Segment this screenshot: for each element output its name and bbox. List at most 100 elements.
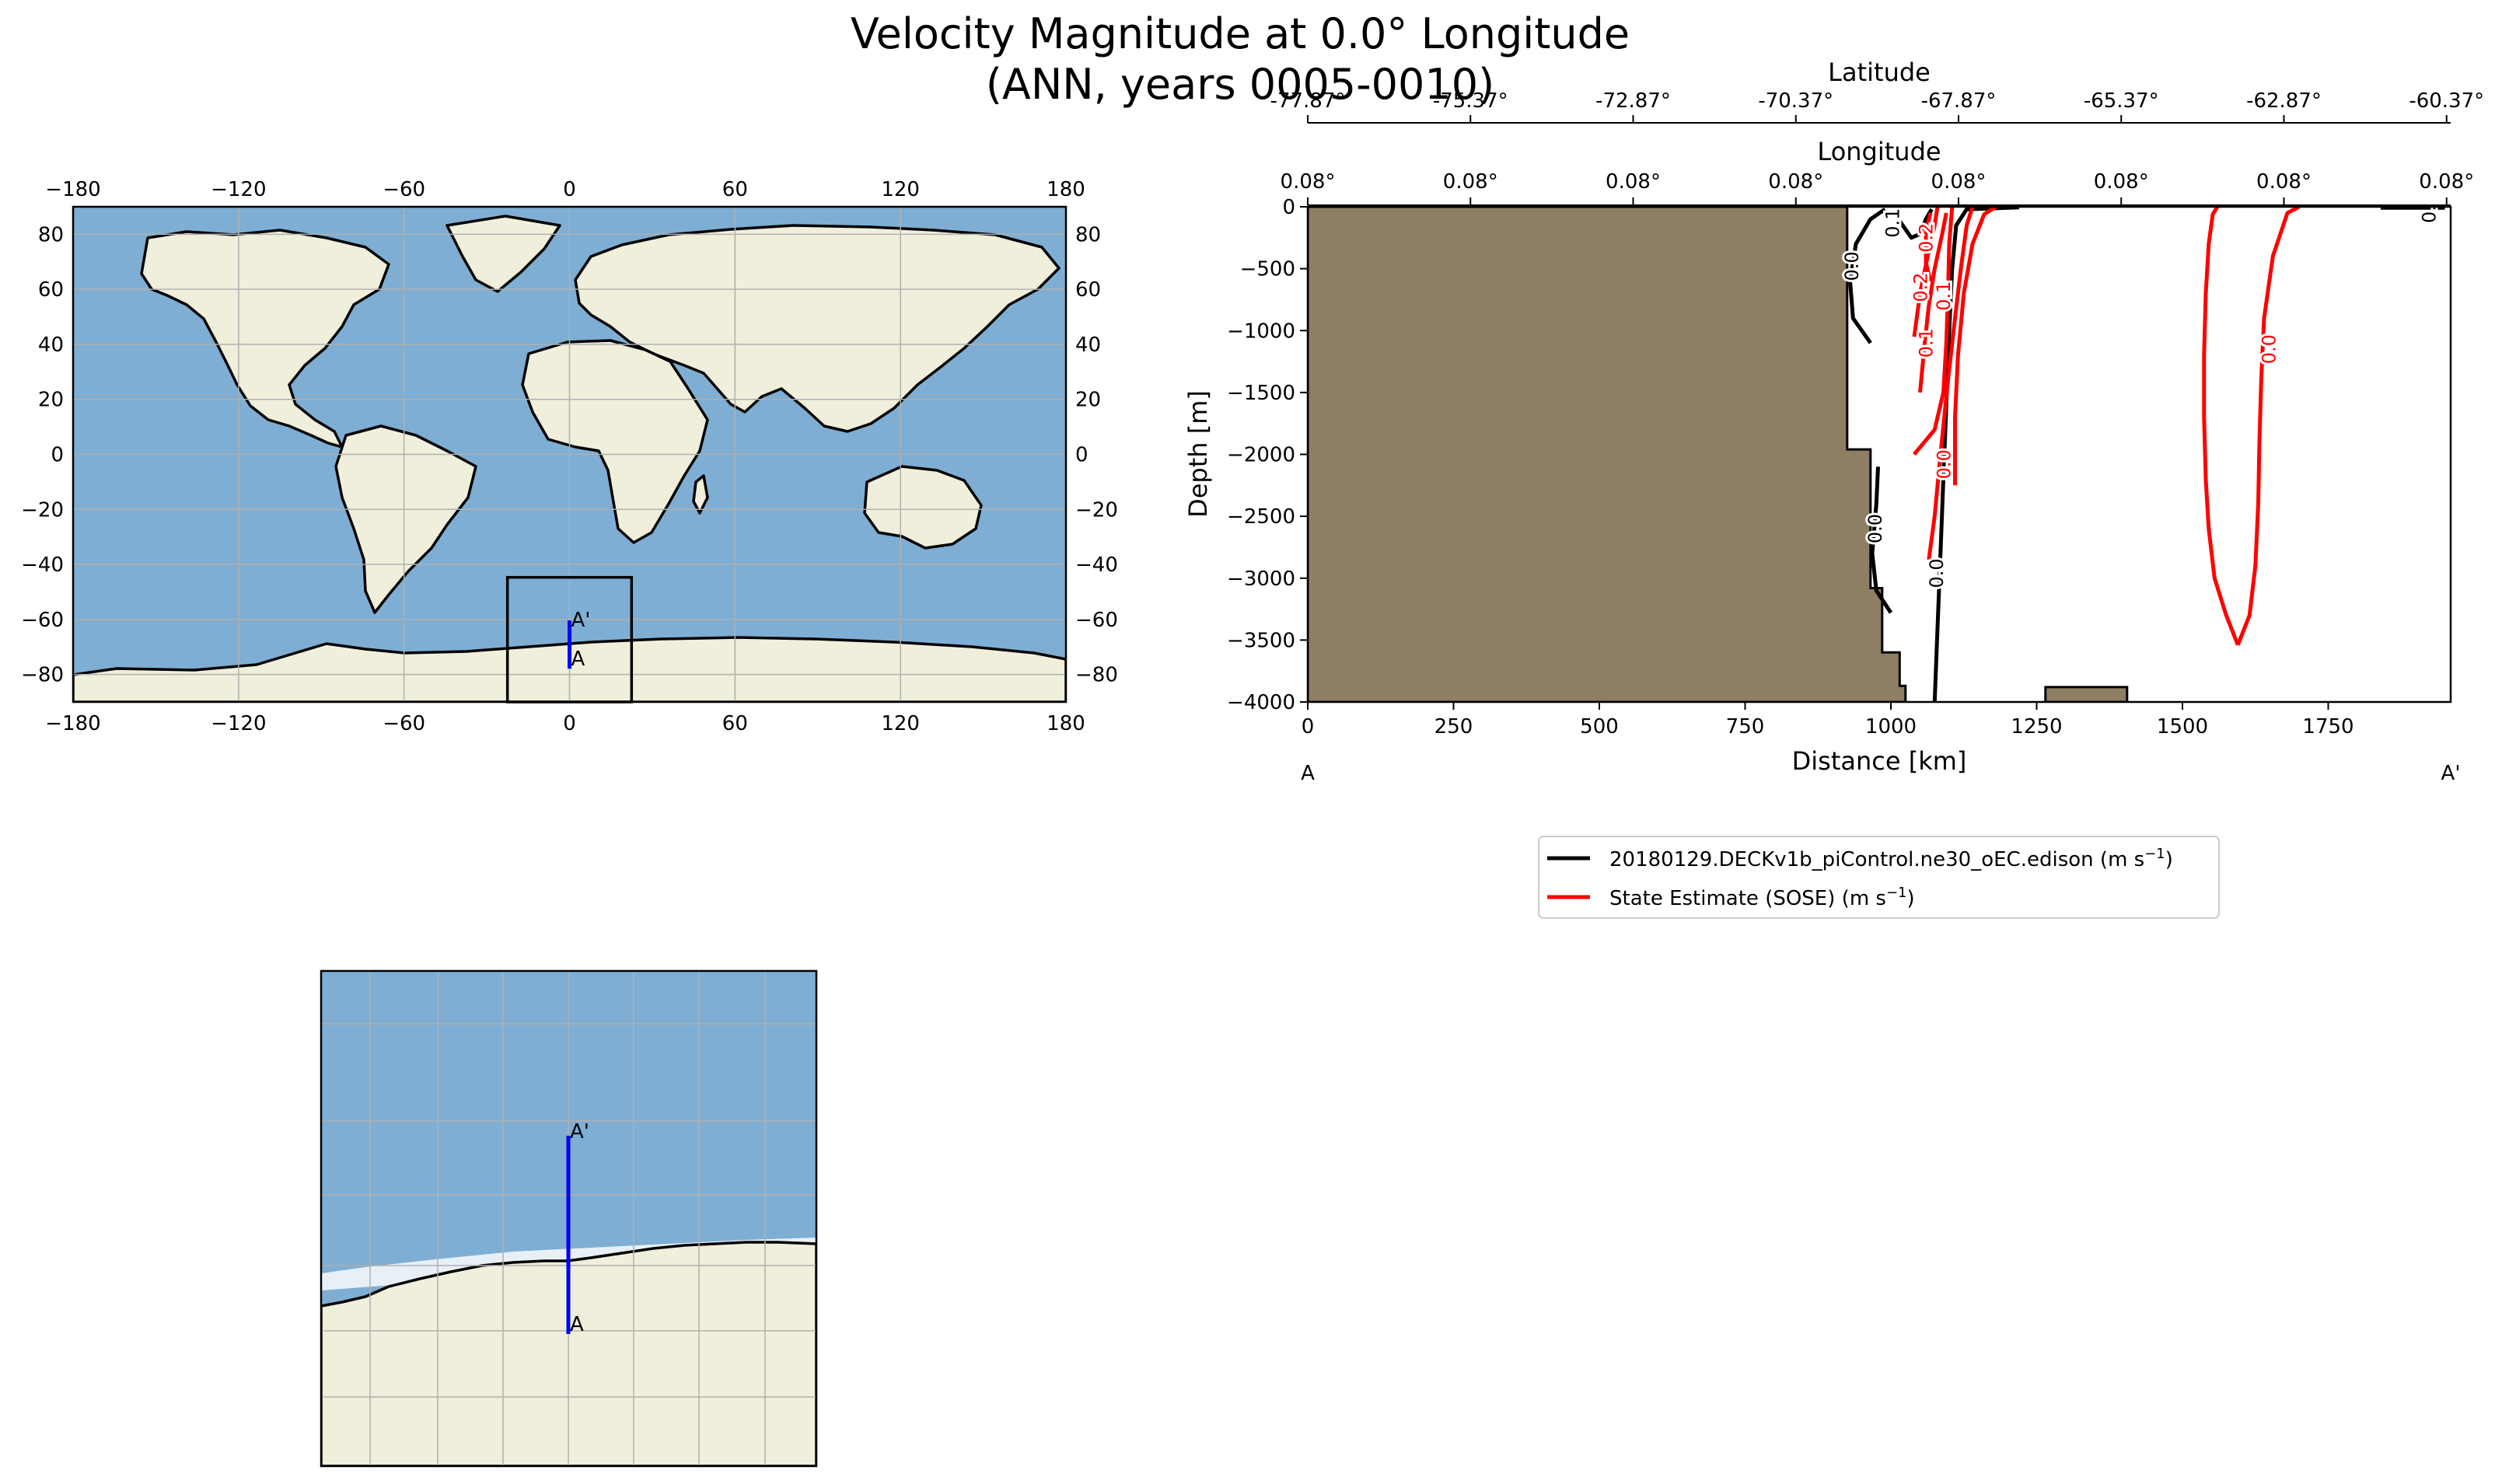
x-tick-label: 1750 <box>2302 715 2353 739</box>
legend-model-units: m s <box>2108 848 2144 871</box>
contour-label-s1-0: 0.0 <box>2259 334 2280 364</box>
contour-label-s0-1: 0.0 <box>1864 514 1886 543</box>
world-lon-tick-bottom: −180 <box>45 712 100 735</box>
world-map-gridlines <box>73 207 1066 702</box>
world-lon-tick-top: 180 <box>1047 178 1085 201</box>
world-lon-tick-top: 120 <box>881 178 920 201</box>
contour-label-s0-0: 0.0 <box>1841 251 1863 281</box>
world-lat-tick-left: −60 <box>21 609 64 632</box>
continent-africa <box>521 339 709 544</box>
contour-s0-3 <box>1870 466 1893 614</box>
world-lat-tick-right: −20 <box>1075 498 1118 522</box>
longitude-tick-label: 0.08° <box>1606 170 1661 194</box>
y-tick-label: −500 <box>1240 258 1295 281</box>
world-lat-tick-right: 20 <box>1075 389 1101 412</box>
figure-title-line2: (ANN, years 0005-0010) <box>986 60 1494 109</box>
section-label-start: A <box>1301 762 1315 785</box>
world-lat-tick-right: −80 <box>1075 664 1118 687</box>
latitude-tick-label: -77.87° <box>1270 89 1346 113</box>
continent-australia <box>863 465 983 550</box>
seamount-fill <box>2044 686 2129 702</box>
contour-s1-1 <box>2202 207 2240 646</box>
x-tick-label: 500 <box>1580 715 1619 739</box>
zoom-map: A' A <box>320 969 818 1468</box>
continent-north-america <box>140 229 390 449</box>
contour-s0-2 <box>1895 208 1934 240</box>
world-lat-tick-left: 40 <box>38 333 64 357</box>
legend-obs-exp: −1 <box>1886 885 1907 901</box>
continent-south-america <box>334 424 477 614</box>
world-lon-tick-top: 0 <box>563 178 576 201</box>
legend-obs-name: State Estimate (SOSE) <box>1609 887 1835 910</box>
world-lat-tick-left: −40 <box>21 553 64 577</box>
section-label-end: A' <box>2441 762 2461 785</box>
contour-s1-0 <box>2235 207 2301 646</box>
world-map-land <box>73 215 1066 702</box>
world-lon-tick-bottom: −120 <box>211 712 266 735</box>
x-tick-label: 1250 <box>2011 715 2062 739</box>
world-lon-tick-bottom: 120 <box>881 712 920 735</box>
longitude-tick-label: 0.08° <box>2419 170 2474 194</box>
latitude-tick-label: -62.87° <box>2246 89 2322 113</box>
longitude-tick-label: 0.08° <box>2256 170 2312 194</box>
y-tick-label: 0 <box>1282 196 1295 219</box>
contour-s1-7 <box>1924 212 1933 282</box>
world-lat-tick-left: 20 <box>38 389 64 412</box>
y-tick-label: −2000 <box>1227 444 1295 467</box>
latitude-tick-label: -72.87° <box>1595 89 1671 113</box>
x-tick-label: 1000 <box>1865 715 1917 739</box>
contour-label-s1-3: 0.1 <box>1933 281 1955 311</box>
legend-model-name: 20180129.DECKv1b_piControl.ne30_oEC.edis… <box>1609 848 2094 871</box>
longitude-tick-label: 0.08° <box>1931 170 1987 194</box>
legend: 20180129.DECKv1b_piControl.ne30_oEC.edis… <box>1538 836 2220 919</box>
longitude-axis-label: Longitude <box>1817 137 1941 166</box>
latitude-tick-label: -75.37° <box>1433 89 1508 113</box>
world-lat-tick-right: −40 <box>1075 553 1118 577</box>
x-tick-label: 1500 <box>2157 715 2208 739</box>
contour-label-s1-5: 0.2 <box>1916 223 1938 253</box>
latitude-axis-label: Latitude <box>1828 58 1931 87</box>
legend-model-exp: −1 <box>2144 846 2165 862</box>
legend-entry-model: 20180129.DECKv1b_piControl.ne30_oEC.edis… <box>1609 846 2173 871</box>
x-tick-label: 250 <box>1434 715 1473 739</box>
legend-obs-units: m s <box>1850 887 1886 910</box>
world-map-ticks: −180 −180 −120 −120 −60 −60 0 0 60 60 120 120 180 180… <box>21 178 1118 735</box>
zoom-map-label-start: A <box>570 1313 584 1336</box>
longitude-tick-label: 0.08° <box>2094 170 2149 194</box>
latitude-tick-label: -60.37° <box>2409 89 2484 113</box>
world-lat-tick-left: 80 <box>38 223 64 246</box>
bathymetry-fill <box>1308 207 1907 702</box>
zoom-map-frame <box>320 969 818 1468</box>
world-map-label-start: A <box>571 648 585 671</box>
x-axis-label: Distance [km] <box>1792 746 1967 776</box>
longitude-tick-label: 0.08° <box>1768 170 1823 194</box>
y-axis-label: Depth [m] <box>1183 390 1213 518</box>
world-map-frame <box>72 205 1068 704</box>
contour-s1-2 <box>1953 207 1997 486</box>
contour-s1-5 <box>1913 207 1955 456</box>
world-lon-tick-top: 60 <box>722 178 748 201</box>
latitude-tick-label: -65.37° <box>2084 89 2159 113</box>
y-tick-label: −1000 <box>1227 319 1295 343</box>
y-tick-label: −3000 <box>1227 567 1295 591</box>
figure-title-line1: Velocity Magnitude at 0.0° Longitude <box>851 9 1630 58</box>
world-lat-tick-right: −60 <box>1075 609 1118 632</box>
world-map-label-end: A' <box>571 609 591 632</box>
contour-label-s0-2: 0.0 <box>1926 558 1948 588</box>
contour-lines <box>1848 207 2445 702</box>
legend-entry-obs: State Estimate (SOSE) (m s−1) <box>1609 885 1915 910</box>
longitude-tick-label: 0.08° <box>1281 170 1336 194</box>
y-tick-label: −4000 <box>1227 691 1295 714</box>
section-plot: 0.00.00.00.1 0.00.00.00.10.10.20.2 0 250 50… <box>1183 58 2484 785</box>
island-madagascar <box>692 474 709 515</box>
world-lat-tick-left: 60 <box>38 278 64 302</box>
world-lon-tick-bottom: −60 <box>383 712 425 735</box>
contour-labels: 0.00.00.00.1 0.00.00.00.10.10.20.2 <box>1839 207 2443 590</box>
world-lat-tick-left: 0 <box>51 444 64 467</box>
world-map: A A' −180 −180 −120 −120 −60 −60 0 0 60 60 120 120 1… <box>21 178 1118 735</box>
world-lat-tick-right: 60 <box>1075 278 1101 302</box>
y-tick-label: −2500 <box>1227 505 1295 529</box>
contour-label-s1-1: 0.0 <box>1934 449 1955 479</box>
section-plot-ticks: 0 250 500 750 1000 1250 1500 1750 0 −500 −1000 −150… <box>1227 89 2484 739</box>
x-tick-label: 0 <box>1302 715 1315 739</box>
